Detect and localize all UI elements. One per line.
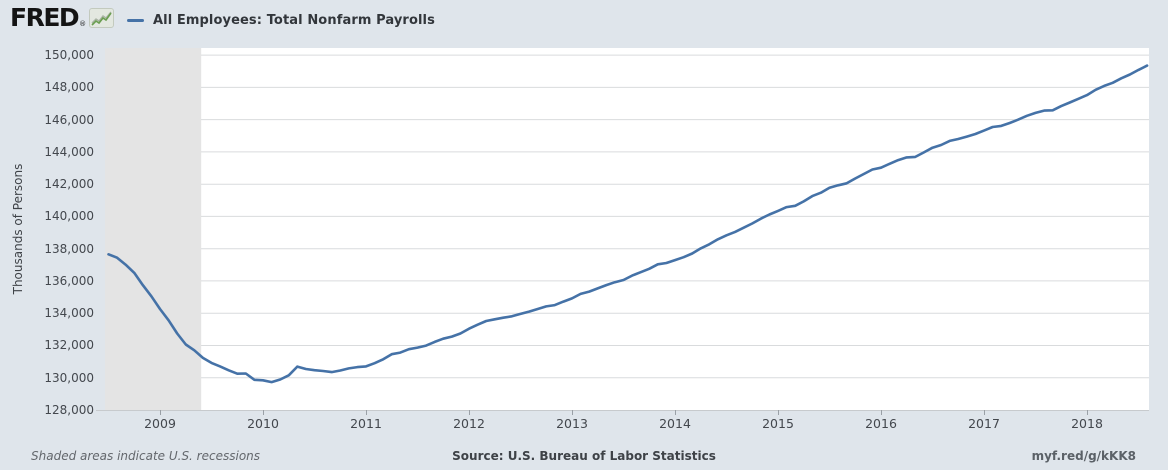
x-tick-label: 2012 [453,416,485,431]
y-tick-label: 132,000 [44,338,94,352]
plot-area[interactable] [105,48,1149,410]
y-tick-label: 140,000 [44,209,94,223]
x-tick-label: 2018 [1071,416,1103,431]
x-tick-label: 2011 [350,416,382,431]
x-tick-label: 2014 [659,416,691,431]
series-legend: All Employees: Total Nonfarm Payrolls [127,0,435,40]
x-tick-mark [675,410,676,415]
y-tick-label: 142,000 [44,177,94,191]
fred-sparkline-icon [89,8,115,28]
x-tick-label: 2010 [247,416,279,431]
y-tick-label: 134,000 [44,306,94,320]
x-tick-label: 2009 [144,416,176,431]
y-tick-label: 130,000 [44,371,94,385]
x-tick-mark [778,410,779,415]
x-tick-label: 2013 [556,416,588,431]
y-tick-label: 138,000 [44,242,94,256]
y-tick-label: 146,000 [44,113,94,127]
registered-trademark-symbol: ® [79,20,87,28]
x-tick-mark [1087,410,1088,415]
series-title[interactable]: All Employees: Total Nonfarm Payrolls [153,12,435,28]
x-tick-mark [160,410,161,415]
x-tick-label: 2015 [762,416,794,431]
x-tick-mark [881,410,882,415]
chart-footer: Shaded areas indicate U.S. recessions So… [0,447,1168,467]
payrolls-line-chart[interactable] [105,48,1149,410]
y-tick-label: 136,000 [44,274,94,288]
x-tick-mark [469,410,470,415]
x-axis-line [96,410,1149,411]
y-tick-label: 144,000 [44,145,94,159]
x-tick-mark [984,410,985,415]
chart-header: FRED ® All Employees: Total Nonfarm Payr… [0,0,1168,40]
source-attribution: Source: U.S. Bureau of Labor Statistics [452,449,716,463]
short-url-link[interactable]: myf.red/g/kKK8 [1031,449,1136,463]
payrolls-series-line [107,64,1149,384]
x-tick-mark [572,410,573,415]
fred-logo-text: FRED [10,3,80,32]
recession-band [105,48,202,410]
y-tick-label: 150,000 [44,48,94,62]
fred-logo[interactable]: FRED ® [10,3,115,32]
recession-note: Shaded areas indicate U.S. recessions [31,449,261,463]
series-legend-dash-icon [127,18,144,22]
x-tick-label: 2016 [865,416,897,431]
y-tick-label: 148,000 [44,80,94,94]
x-tick-mark [263,410,264,415]
x-tick-mark [366,410,367,415]
y-tick-label: 128,000 [44,403,94,417]
x-tick-label: 2017 [968,416,1000,431]
